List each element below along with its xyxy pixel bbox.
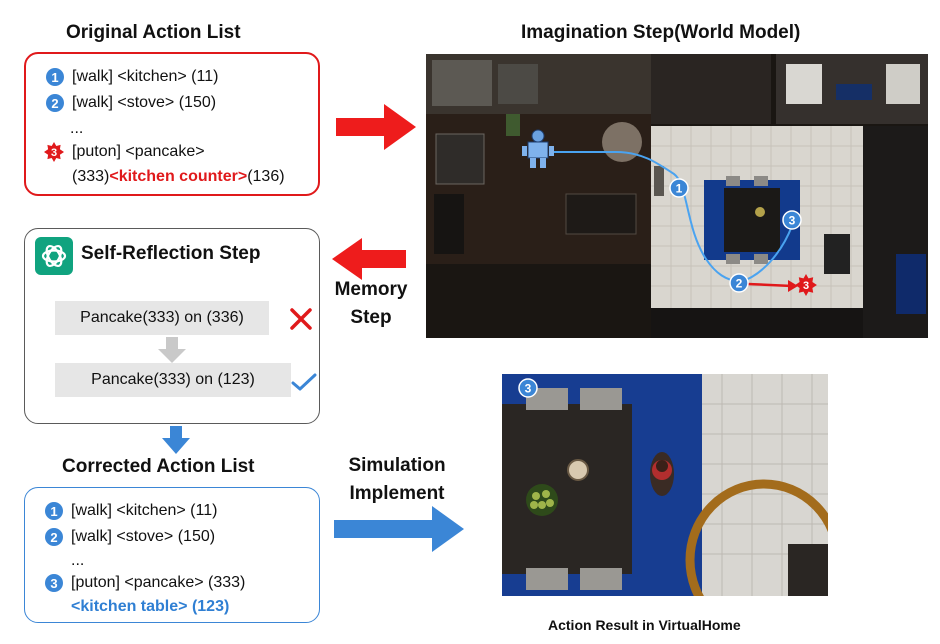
result-marker-3: 3 <box>525 382 532 396</box>
down-arrow-gray-icon <box>158 337 186 363</box>
step-2-badge: 2 <box>46 94 64 112</box>
self-reflection-box: Self-Reflection Step Pancake(333) on (33… <box>24 228 320 424</box>
corrected-item-3: 3 [puton] <pancake> (333) <box>45 574 245 592</box>
corrected-item-1: 1 [walk] <kitchen> (11) <box>45 502 217 520</box>
corrected-item-2-text: [walk] <stove> (150) <box>71 528 216 545</box>
self-reflection-title: Self-Reflection Step <box>81 243 261 264</box>
wrong-target-label: <kitchen counter> <box>109 168 248 185</box>
imagination-step-title: Imagination Step(World Model) <box>521 22 801 43</box>
original-item-3-id: (333) <box>72 168 110 185</box>
error-step-3-number: 3 <box>51 147 57 159</box>
correct-target-label: <kitchen table> (123) <box>71 598 230 615</box>
corrected-action-list-box: 1 [walk] <kitchen> (11) 2 [walk] <stove>… <box>24 487 320 623</box>
original-item-2: 2 [walk] <stove> (150) <box>46 94 216 112</box>
corrected-step-2-badge: 2 <box>45 528 63 546</box>
corrected-item-3-text: [puton] <pancake> (333) <box>71 574 246 591</box>
original-item-1: 1 [walk] <kitchen> (11) <box>46 68 218 86</box>
original-action-list-title: Original Action List <box>66 22 241 43</box>
checkmark-icon <box>291 373 317 391</box>
corrected-item-1-text: [walk] <kitchen> (11) <box>71 502 218 519</box>
down-arrow-blue-icon <box>162 426 190 454</box>
corrected-item-2: 2 [walk] <stove> (150) <box>45 528 215 546</box>
simulation-line2: Implement <box>349 483 445 504</box>
original-item-1-text: [walk] <kitchen> (11) <box>72 68 219 85</box>
original-item-3-target-id: (136) <box>247 168 285 185</box>
corrected-placement-box: Pancake(333) on (123) <box>55 363 291 397</box>
arrow-to-imagination-icon <box>336 104 416 150</box>
virtualhome-result-image: 3 <box>502 374 828 596</box>
simulation-implement-label: Simulation Implement <box>330 452 464 508</box>
action-result-caption: Action Result in VirtualHome <box>548 617 741 633</box>
original-ellipsis: ... <box>70 120 84 137</box>
step-1-badge: 1 <box>46 68 64 86</box>
arrow-memory-left-icon <box>332 238 406 280</box>
cross-icon <box>290 308 312 330</box>
map-marker-1: 1 <box>676 182 683 196</box>
original-item-3: 3 [puton] <pancake> <box>44 142 205 162</box>
memory-step-line2: Step <box>350 307 392 328</box>
map-marker-3: 3 <box>789 214 796 228</box>
original-item-3-cont: (333) <kitchen counter> (136) <box>72 168 285 186</box>
chatgpt-logo-icon <box>35 237 73 275</box>
wrong-placement-box: Pancake(333) on (336) <box>55 301 269 335</box>
original-action-list-box: 1 [walk] <kitchen> (11) 2 [walk] <stove>… <box>24 52 320 196</box>
corrected-step-3-badge: 3 <box>45 574 63 592</box>
original-item-3-text: [puton] <pancake> <box>72 143 205 160</box>
arrow-to-simulation-icon <box>334 506 464 552</box>
world-model-map-image: 1 2 3 3 <box>426 54 928 338</box>
corrected-action-list-title: Corrected Action List <box>62 456 255 477</box>
error-step-3-badge-icon: 3 <box>44 142 64 162</box>
corrected-step-1-badge: 1 <box>45 502 63 520</box>
map-marker-error-3: 3 <box>803 280 809 292</box>
robot-icon <box>522 129 554 168</box>
simulation-line1: Simulation <box>348 455 446 476</box>
memory-step-label: Memory Step <box>326 276 416 332</box>
memory-step-line1: Memory <box>334 279 408 300</box>
corrected-ellipsis: ... <box>71 552 85 569</box>
map-marker-2: 2 <box>736 277 743 291</box>
original-item-2-text: [walk] <stove> (150) <box>72 94 217 111</box>
